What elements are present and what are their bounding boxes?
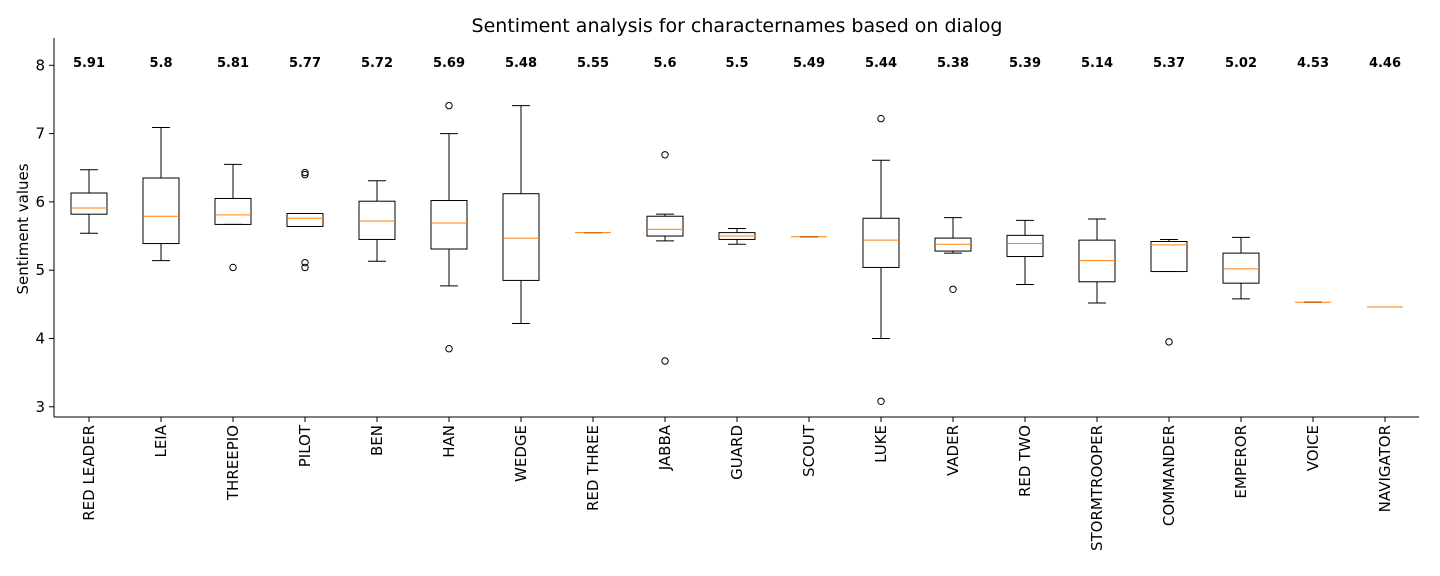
flier-point <box>877 397 885 405</box>
y-tick-label: 5 <box>35 261 45 279</box>
box-luke <box>862 114 900 405</box>
x-ticks: RED LEADER LEIA THREEPIO PILOT BEN HAN WEDGE RE… <box>80 417 1394 551</box>
x-tick-label: RED THREE <box>584 425 602 511</box>
box-threepio <box>214 163 252 272</box>
x-tick-label: LUKE <box>872 425 890 463</box>
flier-point <box>301 168 309 177</box>
box-iqr <box>358 200 396 240</box>
mean-label: 5.8 <box>149 56 172 71</box>
mean-label: 5.39 <box>1009 56 1041 71</box>
mean-label: 5.02 <box>1225 56 1257 71</box>
box-jabba <box>646 151 684 365</box>
box-wedge <box>502 105 540 324</box>
mean-label: 5.49 <box>793 56 825 71</box>
mean-label: 5.55 <box>577 56 609 71</box>
flier-point <box>229 263 237 272</box>
box-commander <box>1150 238 1188 346</box>
flier-point <box>445 101 453 110</box>
mean-label: 5.6 <box>653 56 676 71</box>
mean-label: 5.44 <box>865 56 897 71</box>
box-han <box>430 101 468 353</box>
x-tick-label: NAVIGATOR <box>1376 425 1394 512</box>
box-ben <box>358 180 396 262</box>
mean-label: 4.46 <box>1369 56 1401 71</box>
mean-labels: 5.91 5.8 5.81 5.77 5.72 5.69 5.48 5.55 5.6 5.5 5.4… <box>73 56 1401 71</box>
box-iqr <box>1222 252 1260 284</box>
mean-label: 5.81 <box>217 56 249 71</box>
x-tick-label: COMMANDER <box>1160 425 1178 526</box>
mean-label: 5.69 <box>433 56 465 71</box>
flier-point <box>445 345 453 353</box>
box-iqr <box>1150 240 1188 273</box>
box-iqr <box>142 177 180 245</box>
flier-point <box>301 263 309 272</box>
box-iqr <box>862 217 900 268</box>
box-iqr <box>286 213 324 227</box>
x-tick-label: HAN <box>440 425 458 458</box>
y-tick-label: 8 <box>35 56 45 74</box>
mean-label: 5.72 <box>361 56 393 71</box>
x-tick-label: WEDGE <box>512 425 530 482</box>
x-tick-label: RED TWO <box>1016 425 1034 497</box>
y-ticks: 3 4 5 6 7 8 <box>35 56 54 416</box>
x-tick-label: GUARD <box>728 425 746 480</box>
box-iqr <box>1006 234 1044 258</box>
flier-point <box>661 151 669 159</box>
mean-label: 5.37 <box>1153 56 1185 71</box>
mean-label: 5.77 <box>289 56 321 71</box>
x-tick-label: BEN <box>368 425 386 456</box>
x-tick-label: VOICE <box>1304 425 1322 471</box>
mean-label: 5.14 <box>1081 56 1113 71</box>
box-marks <box>70 101 1403 405</box>
box-iqr <box>646 215 684 237</box>
box-iqr <box>214 197 252 225</box>
box-guard <box>718 228 756 245</box>
box-pilot <box>286 168 324 272</box>
mean-label: 5.48 <box>505 56 537 71</box>
box-red-leader <box>70 169 108 234</box>
box-iqr <box>70 192 108 215</box>
box-emperor <box>1222 236 1260 300</box>
box-leia <box>142 126 180 262</box>
flier-point <box>1165 338 1173 346</box>
chart-title: Sentiment analysis for characternames ba… <box>472 15 1003 37</box>
x-tick-label: RED LEADER <box>80 425 98 521</box>
x-tick-label: THREEPIO <box>224 425 242 501</box>
box-iqr <box>430 200 468 250</box>
y-tick-label: 3 <box>35 398 45 416</box>
y-tick-label: 6 <box>35 193 45 211</box>
flier-point <box>661 357 669 365</box>
flier-point <box>301 170 309 179</box>
y-tick-label: 7 <box>35 125 45 143</box>
mean-label: 5.91 <box>73 56 105 71</box>
flier-point <box>301 258 309 267</box>
box-iqr <box>502 193 540 281</box>
mean-label: 5.38 <box>937 56 969 71</box>
x-tick-label: PILOT <box>296 424 314 467</box>
box-vader <box>934 217 972 294</box>
x-tick-label: SCOUT <box>800 424 818 477</box>
x-tick-label: STORMTROOPER <box>1088 425 1106 551</box>
y-axis-label: Sentiment values <box>14 163 32 294</box>
x-tick-label: LEIA <box>152 424 170 457</box>
y-tick-label: 4 <box>35 329 45 347</box>
x-tick-label: JABBA <box>656 424 674 471</box>
x-tick-label: EMPEROR <box>1232 425 1250 499</box>
mean-label: 4.53 <box>1297 56 1329 71</box>
flier-point <box>877 114 885 123</box>
mean-label: 5.5 <box>725 56 748 71</box>
flier-point <box>949 285 957 294</box>
box-stormtrooper <box>1078 218 1116 304</box>
x-tick-label: VADER <box>944 425 962 476</box>
box-red-two <box>1006 219 1044 286</box>
